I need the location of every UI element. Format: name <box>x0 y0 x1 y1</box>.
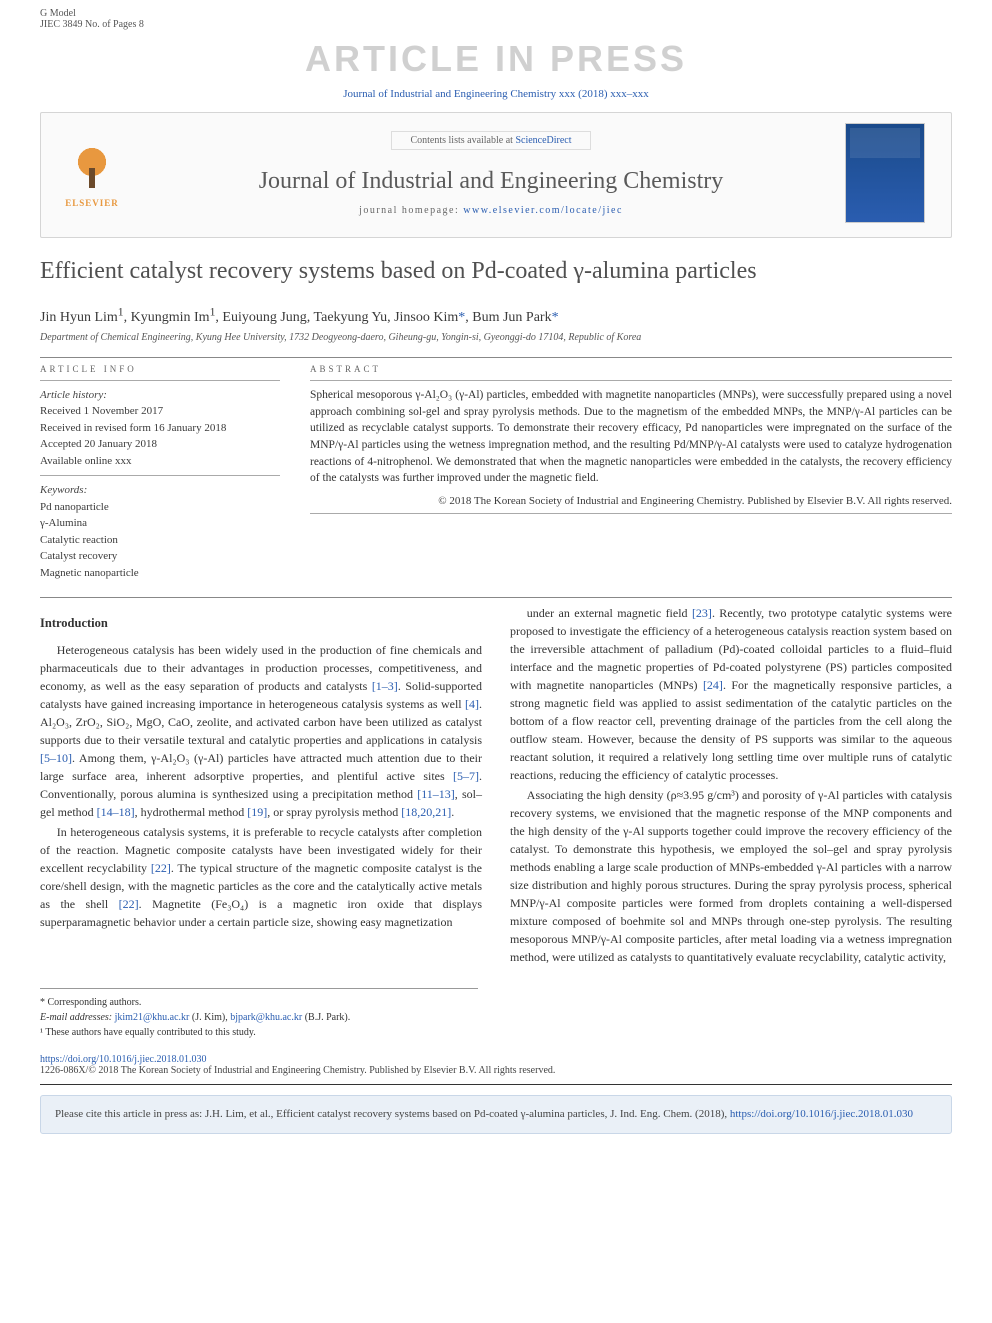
affiliation: Department of Chemical Engineering, Kyun… <box>40 332 952 343</box>
article-title: Efficient catalyst recovery systems base… <box>40 256 952 287</box>
cite-text: Please cite this article in press as: J.… <box>55 1108 730 1120</box>
keywords-label: Keywords: <box>40 482 280 499</box>
info-hr <box>310 513 952 514</box>
keywords-block: Keywords: Pd nanoparticle γ-Alumina Cata… <box>40 482 280 581</box>
abstract-head: ABSTRACT <box>310 364 952 374</box>
abstract-copyright: © 2018 The Korean Society of Industrial … <box>310 495 952 507</box>
issn-line: 1226-086X/© 2018 The Korean Society of I… <box>40 1065 952 1076</box>
email-2-name: (B.J. Park). <box>305 1012 351 1023</box>
body-p3: under an external magnetic field [23]. R… <box>510 604 952 784</box>
email-1[interactable]: jkim21@khu.ac.kr <box>115 1012 190 1023</box>
cite-link[interactable]: https://doi.org/10.1016/j.jiec.2018.01.0… <box>730 1108 913 1120</box>
history-0: Received 1 November 2017 <box>40 403 280 420</box>
elsevier-tree-icon <box>62 138 122 198</box>
intro-heading: Introduction <box>40 614 482 633</box>
email-line: E-mail addresses: jkim21@khu.ac.kr (J. K… <box>40 1010 478 1025</box>
authors: Jin Hyun Lim1, Kyungmin Im1, Euiyoung Ju… <box>40 305 952 326</box>
gmodel-code: JIEC 3849 No. of Pages 8 <box>40 19 144 30</box>
sciencedirect-link[interactable]: ScienceDirect <box>515 135 571 146</box>
keyword-4: Magnetic nanoparticle <box>40 565 280 582</box>
keyword-1: γ-Alumina <box>40 515 280 532</box>
homepage-line: journal homepage: www.elsevier.com/locat… <box>153 205 829 216</box>
corresponding-label: * Corresponding authors. <box>40 995 478 1010</box>
info-hr <box>310 380 952 381</box>
banner-center: Contents lists available at ScienceDirec… <box>153 131 829 216</box>
homepage-link[interactable]: www.elsevier.com/locate/jiec <box>463 205 623 216</box>
body-p1: Heterogeneous catalysis has been widely … <box>40 641 482 821</box>
gmodel-label: G Model <box>40 8 144 19</box>
journal-banner: ELSEVIER Contents lists available at Sci… <box>40 112 952 238</box>
email-label: E-mail addresses: <box>40 1012 112 1023</box>
contents-prefix: Contents lists available at <box>410 135 515 146</box>
history-3: Available online xxx <box>40 453 280 470</box>
homepage-prefix: journal homepage: <box>359 205 463 216</box>
info-hr <box>40 380 280 381</box>
keyword-3: Catalyst recovery <box>40 548 280 565</box>
keyword-2: Catalytic reaction <box>40 532 280 549</box>
email-2[interactable]: bjpark@khu.ac.kr <box>230 1012 302 1023</box>
rule <box>40 357 952 358</box>
equal-contrib: ¹ These authors have equally contributed… <box>40 1025 478 1040</box>
journal-cover-thumb <box>845 123 925 223</box>
info-hr <box>40 475 280 476</box>
page-header: G Model JIEC 3849 No. of Pages 8 <box>0 0 992 34</box>
history-2: Accepted 20 January 2018 <box>40 436 280 453</box>
rule <box>40 597 952 598</box>
watermark: ARTICLE IN PRESS <box>0 38 992 80</box>
elsevier-label: ELSEVIER <box>65 198 119 208</box>
keyword-0: Pd nanoparticle <box>40 499 280 516</box>
citation-top: Journal of Industrial and Engineering Ch… <box>0 88 992 100</box>
body-columns: Introduction Heterogeneous catalysis has… <box>40 604 952 968</box>
cite-box: Please cite this article in press as: J.… <box>40 1095 952 1134</box>
gmodel: G Model JIEC 3849 No. of Pages 8 <box>40 8 144 30</box>
author-list: Jin Hyun Lim1, Kyungmin Im1, Euiyoung Ju… <box>40 310 559 325</box>
body-p2: In heterogeneous catalysis systems, it i… <box>40 823 482 931</box>
info-head: ARTICLE INFO <box>40 364 280 374</box>
abstract-text: Spherical mesoporous γ-Al₂O₃ (γ-Al) part… <box>310 387 952 487</box>
journal-name: Journal of Industrial and Engineering Ch… <box>153 168 829 195</box>
contents-line: Contents lists available at ScienceDirec… <box>391 131 590 150</box>
history-label: Article history: <box>40 387 280 404</box>
article-info-col: ARTICLE INFO Article history: Received 1… <box>40 364 280 582</box>
doi-block: https://doi.org/10.1016/j.jiec.2018.01.0… <box>40 1054 952 1085</box>
meta-row: ARTICLE INFO Article history: Received 1… <box>40 364 952 582</box>
footnotes: * Corresponding authors. E-mail addresse… <box>40 988 478 1040</box>
article-history: Article history: Received 1 November 201… <box>40 387 280 470</box>
abstract-col: ABSTRACT Spherical mesoporous γ-Al₂O₃ (γ… <box>310 364 952 582</box>
history-1: Received in revised form 16 January 2018 <box>40 420 280 437</box>
doi-link[interactable]: https://doi.org/10.1016/j.jiec.2018.01.0… <box>40 1054 206 1065</box>
elsevier-logo: ELSEVIER <box>57 128 127 218</box>
body-p4: Associating the high density (ρ≈3.95 g/c… <box>510 786 952 966</box>
email-1-name: (J. Kim), <box>192 1012 228 1023</box>
